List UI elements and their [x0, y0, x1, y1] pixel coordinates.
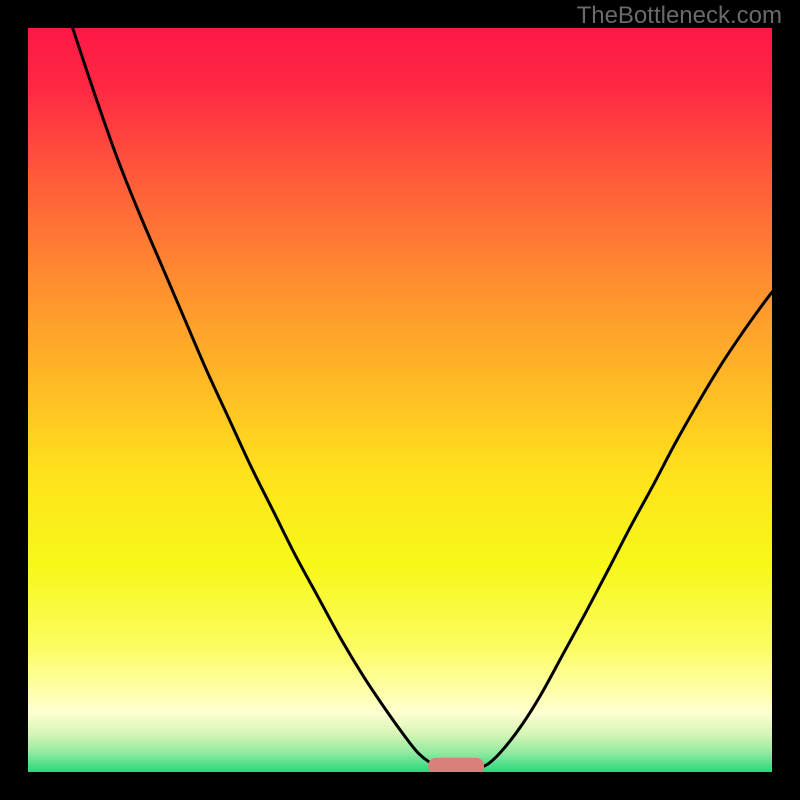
chart-frame: TheBottleneck.com [0, 0, 800, 800]
curve-path [73, 28, 772, 771]
watermark-text: TheBottleneck.com [577, 2, 782, 30]
bottleneck-curve [28, 28, 772, 772]
plot-area [28, 28, 772, 772]
optimal-marker [428, 758, 484, 772]
